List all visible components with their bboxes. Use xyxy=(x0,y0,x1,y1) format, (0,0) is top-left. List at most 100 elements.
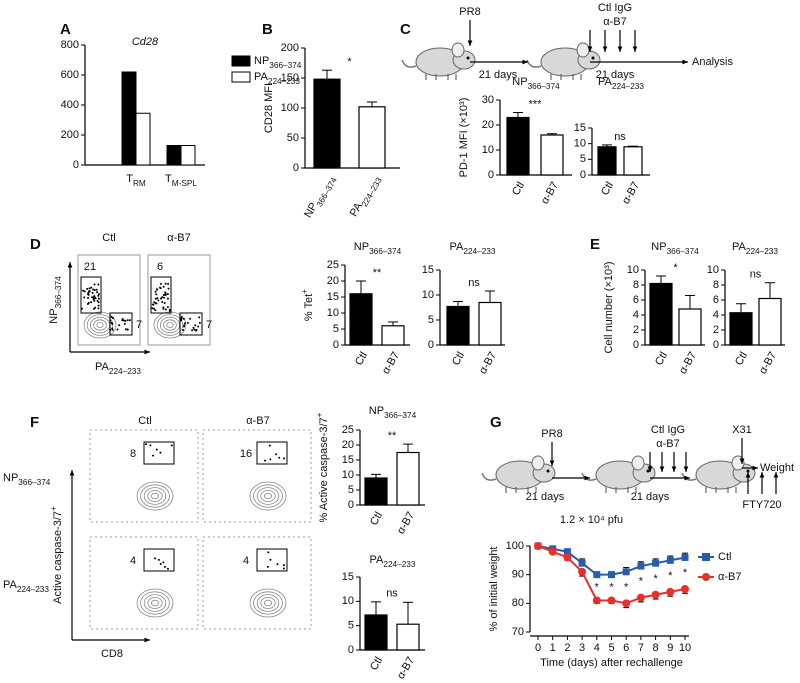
x-tick-label: Ctl xyxy=(368,510,385,528)
event-dot xyxy=(282,567,285,570)
y-axis-label: % Active caspase-3/7+ xyxy=(315,412,330,522)
event-dot xyxy=(275,453,278,456)
arrow-head xyxy=(752,465,758,471)
gate-value: 8 xyxy=(130,448,136,460)
bar xyxy=(313,78,341,169)
event-dot xyxy=(90,301,93,304)
marker xyxy=(534,542,542,550)
panel-label: E xyxy=(590,236,600,253)
x-tick-label: α-B7 xyxy=(757,350,779,376)
y-tick-label: 10 xyxy=(422,289,434,301)
y-tick-label: 90 xyxy=(512,569,524,581)
event-dot xyxy=(154,309,157,312)
y-tick-label: 20 xyxy=(342,439,354,451)
event-dot xyxy=(198,316,201,319)
event-dot xyxy=(156,288,159,291)
event-dot xyxy=(168,309,171,312)
plot-frame xyxy=(147,254,211,346)
event-dot xyxy=(193,328,196,331)
mouse-tail xyxy=(581,472,597,481)
event-dot xyxy=(159,282,162,285)
y-tick-label: 10 xyxy=(707,264,719,276)
event-dot xyxy=(88,289,91,292)
y-tick-label: 0 xyxy=(348,499,354,511)
marker xyxy=(622,599,631,608)
arrow-head xyxy=(602,46,608,52)
x-tick-label: α-B7 xyxy=(677,350,699,376)
event-dot xyxy=(161,296,164,299)
event-dot xyxy=(192,326,195,329)
contour xyxy=(263,599,272,607)
contour xyxy=(86,314,114,336)
legend-marker xyxy=(702,573,710,581)
arrow-head xyxy=(467,40,473,46)
event-dot xyxy=(166,297,169,300)
contour xyxy=(136,588,174,618)
event-dot xyxy=(94,306,97,309)
bar xyxy=(349,293,373,346)
bar xyxy=(121,71,137,166)
event-dot xyxy=(182,317,185,320)
event-dot xyxy=(154,302,157,305)
arrow-head xyxy=(745,472,751,478)
mouse-tail xyxy=(481,472,497,481)
arrow-head xyxy=(617,46,623,52)
bar xyxy=(135,112,151,166)
y-tick-label: 80 xyxy=(512,597,524,609)
bar xyxy=(396,623,420,651)
event-dot xyxy=(94,297,97,300)
y-tick-label: 15 xyxy=(342,571,354,583)
y-tick-label: 150 xyxy=(281,72,299,84)
arrow-head xyxy=(144,349,150,355)
chart-title: NP366–374 xyxy=(369,405,417,420)
event-dot xyxy=(162,306,165,309)
marker xyxy=(636,593,645,602)
schematic-text: 21 days xyxy=(526,491,565,503)
x-tick-label: 0 xyxy=(535,642,541,654)
arrow-head xyxy=(683,466,689,472)
y-tick-label: 600 xyxy=(61,69,79,81)
marker xyxy=(607,596,616,605)
contour xyxy=(140,591,170,615)
significance: * xyxy=(668,570,673,582)
event-dot xyxy=(180,319,183,322)
significance: *** xyxy=(529,98,543,110)
event-dot xyxy=(97,301,100,304)
bar xyxy=(729,312,753,346)
series-line xyxy=(537,545,686,576)
event-dot xyxy=(91,291,94,294)
schematic-text: FTY720 xyxy=(742,499,781,511)
y-tick-label: 4 xyxy=(633,309,639,321)
y-tick-label: 15 xyxy=(342,454,354,466)
y-tick-label: 5 xyxy=(348,484,354,496)
event-dot xyxy=(162,296,165,299)
y-tick-label: 30 xyxy=(482,94,494,106)
event-dot xyxy=(154,557,157,560)
gate-value: 4 xyxy=(243,555,249,567)
schematic-text: Analysis xyxy=(692,56,733,68)
event-dot xyxy=(161,301,164,304)
panel-label: G xyxy=(490,414,502,431)
event-dot xyxy=(86,296,89,299)
contour xyxy=(260,489,276,502)
chart-title: NP366–374 xyxy=(512,76,560,91)
row-label: NP366–374 xyxy=(3,472,51,487)
contour xyxy=(253,591,283,615)
x-tick-label: 8 xyxy=(653,642,659,654)
y-axis-label: Cell number (×10³) xyxy=(603,261,615,353)
x-tick-label: TM-SPL xyxy=(165,173,197,188)
event-dot xyxy=(87,301,90,304)
significance: ** xyxy=(373,267,382,279)
y-tick-label: 0 xyxy=(293,162,299,174)
event-dot xyxy=(164,282,167,285)
event-dot xyxy=(112,317,115,320)
axis-label: Active caspase-3/7+ xyxy=(49,506,64,604)
arrow-head xyxy=(684,475,690,481)
event-dot xyxy=(282,564,285,567)
event-dot xyxy=(162,561,165,564)
event-dot xyxy=(83,290,86,293)
marker xyxy=(592,596,601,605)
event-dot xyxy=(182,328,185,331)
gate xyxy=(143,441,175,465)
